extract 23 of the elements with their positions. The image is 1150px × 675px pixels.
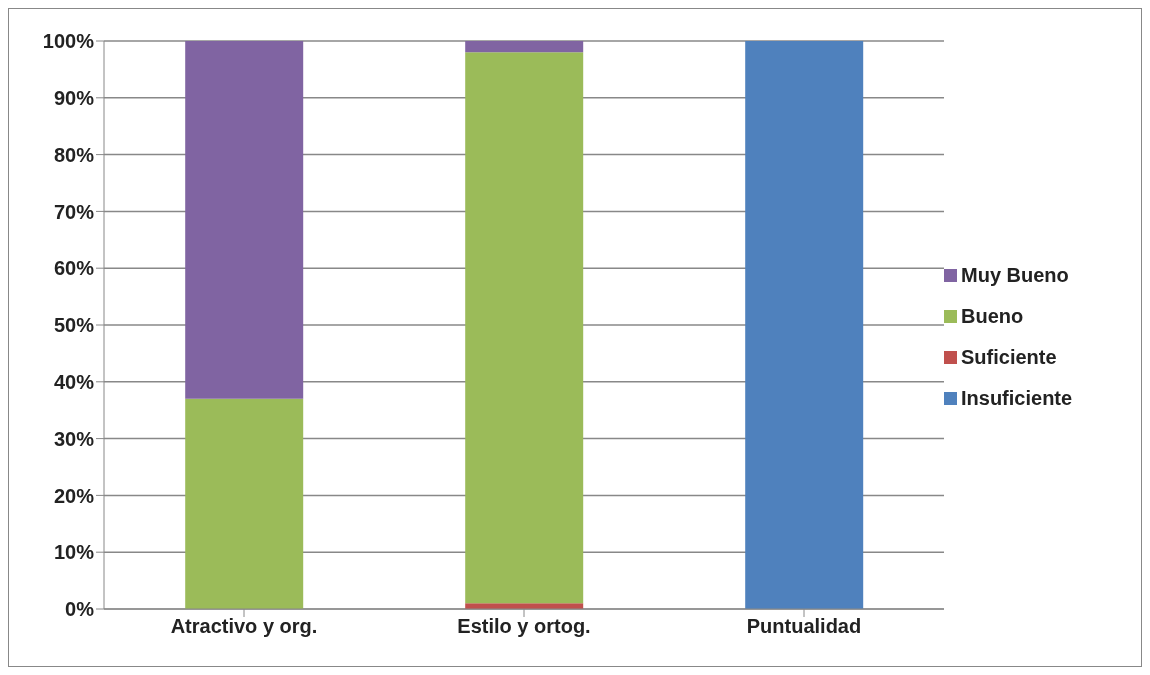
bar [185,398,304,609]
x-tick-label: Estilo y ortog. [457,615,591,638]
y-tick-label: 20% [53,484,95,507]
y-tick-label: 40% [53,370,95,393]
y-tick-label: 90% [53,86,95,109]
y-tick-label: 60% [53,257,95,280]
y-tick-label: 0% [65,598,95,621]
y-tick-label: 30% [53,427,95,450]
x-tick-label: Atractivo y org. [170,615,318,638]
bar [745,41,864,609]
y-tick-label: 10% [53,541,95,564]
y-tick-label: 80% [53,143,95,166]
bar [465,41,584,53]
legend-label: Suficiente [960,345,1058,369]
legend-label: Insuficiente [960,386,1074,410]
legend-label: Bueno [960,304,1025,328]
bar [185,41,304,399]
y-tick-label: 100% [42,30,95,53]
legend-label: Muy Bueno [960,263,1070,287]
x-tick-label: Puntualidad [746,615,862,638]
y-tick-label: 50% [53,314,95,337]
y-tick-label: 70% [53,200,95,223]
bar [465,52,584,604]
